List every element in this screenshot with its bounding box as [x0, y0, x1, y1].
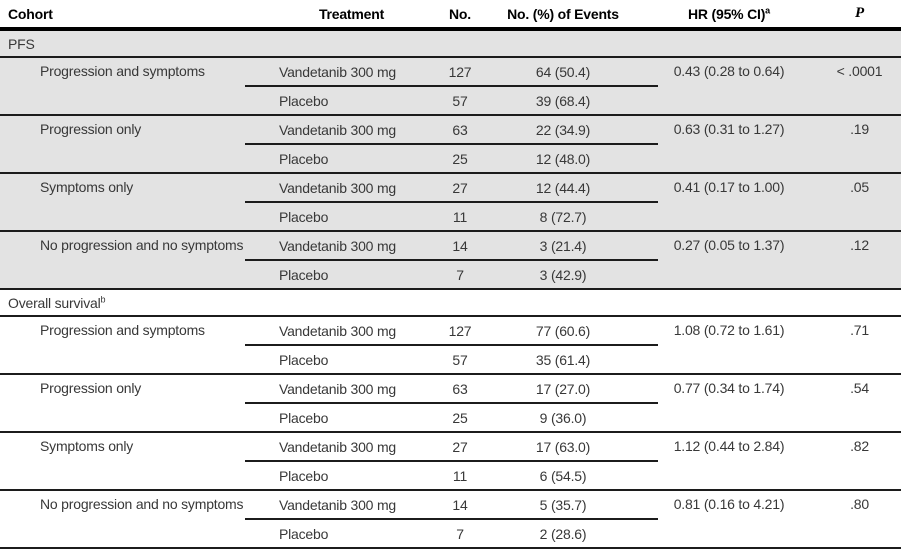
- col-header-no: No.: [430, 0, 490, 31]
- treatment-cell: Placebo: [279, 467, 329, 484]
- col-header-cohort: Cohort: [0, 0, 245, 31]
- col-header-hr: HR (95% CI)a: [658, 0, 800, 31]
- events-cell: 64 (50.4): [490, 56, 658, 87]
- treatment-cell: Placebo: [279, 525, 329, 542]
- col-header-treatment: Treatment: [245, 0, 430, 31]
- no-cell: 127: [430, 315, 490, 346]
- table-row: Symptoms only Vandetanib 300 mg 27 12 (4…: [0, 172, 901, 231]
- events-cell: 17 (63.0): [490, 431, 658, 462]
- treatment-cell: Placebo: [279, 409, 329, 426]
- events-cell: 39 (68.4): [535, 92, 591, 109]
- footnote-marker-a: a: [765, 4, 770, 15]
- hr-cell: 1.08 (0.72 to 1.61): [658, 315, 800, 374]
- no-cell: 11: [452, 208, 468, 225]
- no-cell: 7: [456, 525, 464, 542]
- cohort-cell: No progression and no symptoms: [0, 230, 245, 289]
- table-row: Placebo 11 6 (54.5): [0, 461, 901, 490]
- cohort-cell: Symptoms only: [0, 172, 245, 231]
- events-cell: 8 (72.7): [539, 208, 587, 225]
- treatment-cell: Placebo: [279, 351, 329, 368]
- cohort-cell: Progression only: [0, 373, 245, 432]
- no-cell: 127: [430, 56, 490, 87]
- treatment-cell: Vandetanib 300 mg: [245, 172, 430, 203]
- no-cell: 27: [430, 172, 490, 203]
- table-row: Progression and symptoms Vandetanib 300 …: [0, 56, 901, 115]
- table-row: Placebo 25 9 (36.0): [0, 403, 901, 432]
- treatment-cell: Vandetanib 300 mg: [245, 315, 430, 346]
- hr-cell: 0.43 (0.28 to 0.64): [658, 56, 800, 115]
- cohort-cell: Progression and symptoms: [0, 56, 245, 115]
- section-row-overall-survival: Overall survivalb: [0, 288, 901, 316]
- events-cell: 17 (27.0): [490, 373, 658, 404]
- treatment-cell: Placebo: [279, 208, 329, 225]
- hr-cell: 0.27 (0.05 to 1.37): [658, 230, 800, 289]
- hr-cell: 0.41 (0.17 to 1.00): [658, 172, 800, 231]
- section-label: PFS: [0, 28, 901, 57]
- section-label: Overall survivalb: [0, 288, 901, 316]
- col-header-events: No. (%) of Events: [490, 0, 658, 31]
- events-cell: 35 (61.4): [535, 351, 591, 368]
- no-cell: 14: [430, 230, 490, 261]
- no-cell: 63: [430, 114, 490, 145]
- no-cell: 27: [430, 431, 490, 462]
- events-cell: 9 (36.0): [539, 409, 587, 426]
- events-cell: 22 (34.9): [490, 114, 658, 145]
- section-row-pfs: PFS: [0, 28, 901, 57]
- events-cell: 2 (28.6): [539, 525, 587, 542]
- hr-cell: 0.77 (0.34 to 1.74): [658, 373, 800, 432]
- p-cell: .12: [800, 230, 901, 289]
- events-cell: 3 (21.4): [490, 230, 658, 261]
- treatment-cell: Vandetanib 300 mg: [245, 56, 430, 87]
- col-header-hr-label: HR (95% CI): [688, 5, 766, 22]
- cohort-cell: Progression only: [0, 114, 245, 173]
- table-row: Progression only Vandetanib 300 mg 63 17…: [0, 373, 901, 432]
- table-row: Symptoms only Vandetanib 300 mg 27 17 (6…: [0, 431, 901, 490]
- p-cell: .54: [800, 373, 901, 432]
- table-row: No progression and no symptoms Vandetani…: [0, 230, 901, 289]
- col-header-p: P: [800, 0, 901, 31]
- treatment-cell: Placebo: [279, 150, 329, 167]
- table-row: Progression only Vandetanib 300 mg 63 22…: [0, 114, 901, 173]
- events-cell: 6 (54.5): [539, 467, 587, 484]
- hr-cell: 0.63 (0.31 to 1.27): [658, 114, 800, 173]
- table-row: Progression and symptoms Vandetanib 300 …: [0, 315, 901, 374]
- no-cell: 14: [430, 489, 490, 520]
- no-cell: 11: [452, 467, 468, 484]
- no-cell: 57: [452, 92, 468, 109]
- treatment-cell: Vandetanib 300 mg: [245, 373, 430, 404]
- p-cell: .05: [800, 172, 901, 231]
- no-cell: 25: [452, 150, 468, 167]
- treatment-cell: Vandetanib 300 mg: [245, 431, 430, 462]
- p-cell: .82: [800, 431, 901, 490]
- no-cell: 57: [452, 351, 468, 368]
- p-cell: < .0001: [800, 56, 901, 115]
- cohort-cell: Progression and symptoms: [0, 315, 245, 374]
- events-cell: 3 (42.9): [539, 266, 587, 283]
- footnote-marker-b: b: [100, 293, 106, 304]
- events-cell: 77 (60.6): [490, 315, 658, 346]
- treatment-cell: Vandetanib 300 mg: [245, 489, 430, 520]
- treatment-cell: Placebo: [279, 266, 329, 283]
- no-cell: 7: [456, 266, 464, 283]
- treatment-cell: Placebo: [279, 92, 329, 109]
- events-cell: 12 (48.0): [535, 150, 591, 167]
- events-cell: 12 (44.4): [490, 172, 658, 203]
- header-row: Cohort Treatment No. No. (%) of Events H…: [0, 0, 901, 31]
- p-cell: .19: [800, 114, 901, 173]
- hr-cell: 0.81 (0.16 to 4.21): [658, 489, 800, 548]
- cohort-cell: No progression and no symptoms: [0, 489, 245, 548]
- table-row: No progression and no symptoms Vandetani…: [0, 489, 901, 548]
- table-row: Placebo 57 35 (61.4): [0, 345, 901, 374]
- no-cell: 63: [430, 373, 490, 404]
- treatment-cell: Vandetanib 300 mg: [245, 114, 430, 145]
- cohort-cell: Symptoms only: [0, 431, 245, 490]
- no-cell: 25: [452, 409, 468, 426]
- hr-cell: 1.12 (0.44 to 2.84): [658, 431, 800, 490]
- treatment-cell: Vandetanib 300 mg: [245, 230, 430, 261]
- p-cell: .71: [800, 315, 901, 374]
- p-cell: .80: [800, 489, 901, 548]
- events-cell: 5 (35.7): [490, 489, 658, 520]
